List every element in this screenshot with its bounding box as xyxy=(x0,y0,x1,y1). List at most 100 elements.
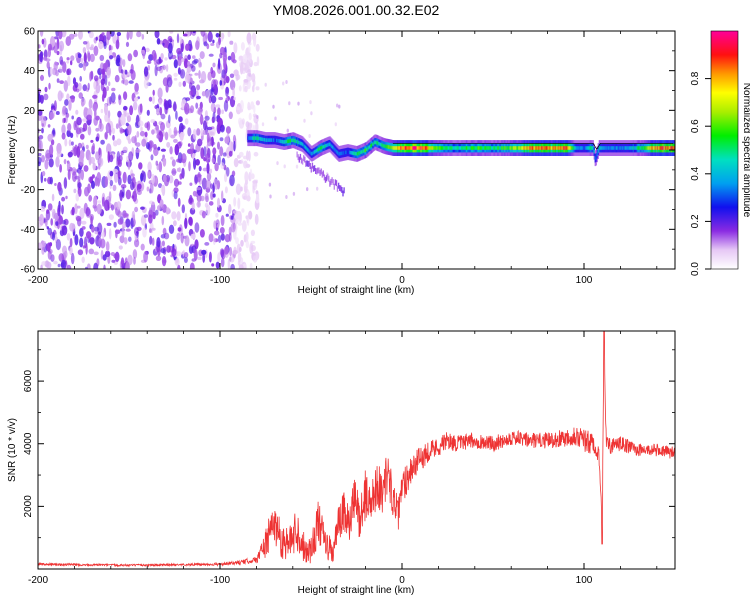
noise-blob xyxy=(208,233,214,243)
noise-blob xyxy=(147,65,151,71)
noise-blob xyxy=(178,116,183,123)
noise-blob xyxy=(182,33,188,37)
noise-blob xyxy=(197,172,202,183)
noise-blob xyxy=(101,68,105,75)
noise-speck xyxy=(303,118,306,123)
noise-blob xyxy=(116,31,122,37)
ridge-core xyxy=(269,138,271,142)
noise-blob xyxy=(56,50,60,56)
ridge-core xyxy=(286,139,288,144)
noise-blob xyxy=(131,136,137,144)
snr-frame xyxy=(37,330,676,570)
ridge-core xyxy=(468,146,470,150)
noise-blob xyxy=(162,157,167,167)
noise-blob xyxy=(127,138,132,145)
ridge-core xyxy=(271,138,273,142)
noise-speck xyxy=(295,164,299,169)
noise-blob xyxy=(228,111,233,120)
noise-blob xyxy=(181,58,185,63)
noise-blob xyxy=(246,80,251,90)
noise-blob xyxy=(173,101,177,112)
ridge-core xyxy=(641,146,643,150)
ridge-core xyxy=(257,136,259,141)
noise-blob xyxy=(209,168,213,174)
noise-blob xyxy=(158,130,164,143)
noise-blob xyxy=(248,45,251,53)
ridge-core xyxy=(296,139,298,144)
noise-blob xyxy=(146,60,152,64)
noise-blob xyxy=(223,100,229,112)
noise-blob xyxy=(128,80,134,84)
noise-blob xyxy=(114,170,119,183)
ridge-core xyxy=(334,147,336,152)
noise-blob xyxy=(183,252,189,258)
ridge-tail xyxy=(324,176,327,183)
noise-blob xyxy=(125,261,130,269)
noise-blob xyxy=(93,45,99,56)
noise-blob xyxy=(233,42,238,54)
noise-blob xyxy=(151,49,157,61)
ridge-core xyxy=(349,150,351,155)
noise-blob xyxy=(52,254,55,262)
snr-y-axis-label: SNR (10 * v/v) xyxy=(7,418,18,482)
ridge-core xyxy=(597,149,599,153)
noise-blob xyxy=(212,62,216,68)
noise-blob xyxy=(242,54,248,64)
noise-blob xyxy=(164,57,168,61)
noise-blob xyxy=(200,31,206,37)
noise-blob xyxy=(77,182,82,189)
ridge-core xyxy=(390,145,392,150)
noise-blob xyxy=(236,219,240,222)
noise-blob xyxy=(41,38,45,45)
noise-blob xyxy=(47,124,51,128)
noise-blob xyxy=(79,75,82,82)
ridge-core xyxy=(272,138,274,142)
ridge-core xyxy=(447,146,449,150)
ridge-core xyxy=(667,146,669,150)
ridge-core xyxy=(273,138,275,142)
ridge-core xyxy=(593,149,595,154)
noise-blob xyxy=(156,58,162,65)
noise-blob xyxy=(224,246,229,255)
colorbar-label: Normalized spectral amplitude xyxy=(741,83,750,218)
noise-blob xyxy=(129,31,133,40)
ridge-tail xyxy=(298,156,300,163)
snr-x-tick-label: -200 xyxy=(28,575,48,586)
noise-blob xyxy=(200,128,204,137)
noise-blob xyxy=(83,106,87,118)
ridge-core xyxy=(277,138,279,143)
noise-blob xyxy=(170,134,176,139)
ridge-core xyxy=(516,146,518,150)
ridge-tail xyxy=(340,185,342,192)
noise-blob xyxy=(130,217,134,230)
ridge-core xyxy=(365,148,367,152)
ridge-core xyxy=(672,146,674,150)
ridge-core xyxy=(294,139,296,143)
noise-blob xyxy=(240,159,244,165)
noise-blob xyxy=(123,237,128,245)
ridge-core xyxy=(297,140,299,144)
ridge-core xyxy=(642,146,644,150)
noise-blob xyxy=(70,252,75,265)
noise-blob xyxy=(44,159,49,170)
noise-blob xyxy=(219,80,223,86)
noise-blob xyxy=(55,111,60,115)
ridge-core xyxy=(311,151,313,156)
ridge-core xyxy=(322,145,324,149)
noise-blob xyxy=(196,128,201,136)
noise-blob xyxy=(221,190,224,202)
noise-blob xyxy=(46,61,50,69)
ridge-core xyxy=(559,146,561,150)
ridge-core xyxy=(563,146,565,150)
noise-blob xyxy=(233,140,236,152)
ridge-core xyxy=(367,146,369,151)
ridge-core xyxy=(553,146,555,150)
noise-blob xyxy=(56,78,60,83)
noise-blob xyxy=(81,256,85,264)
noise-blob xyxy=(125,228,131,232)
ridge-core xyxy=(664,146,666,150)
noise-blob xyxy=(64,99,69,106)
noise-blob xyxy=(181,153,187,164)
noise-blob xyxy=(217,154,221,166)
noise-blob xyxy=(160,248,166,254)
